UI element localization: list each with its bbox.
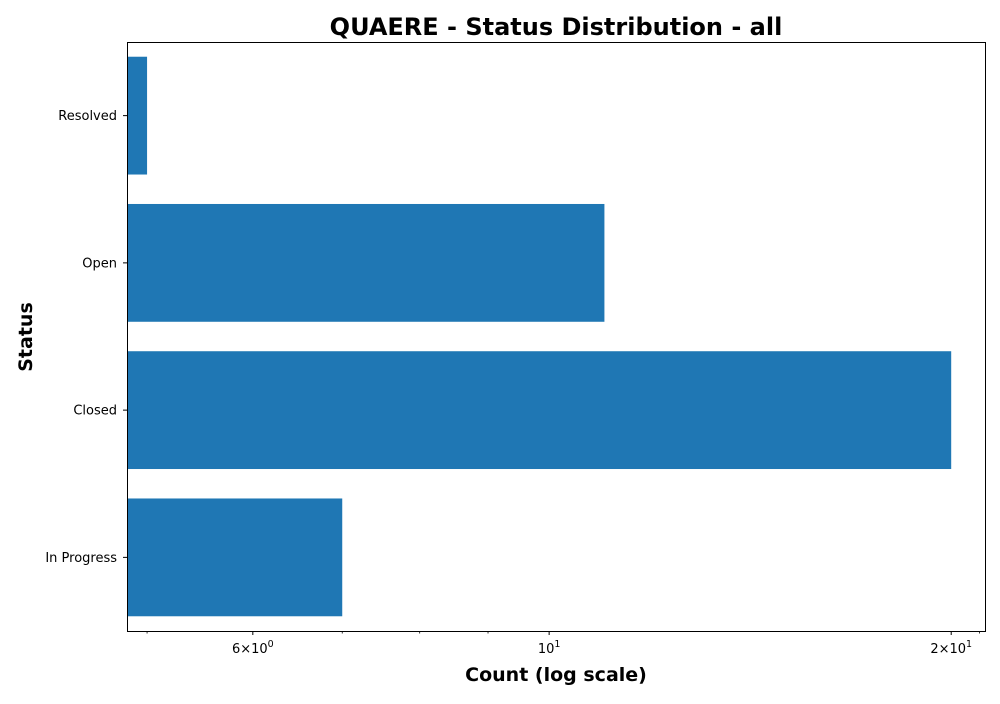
y-tick-label-in-progress: In Progress (45, 551, 117, 566)
x-tick-label-20: 2×101 (930, 639, 972, 657)
bars-layer (127, 56, 952, 617)
chart-title: QUAERE - Status Distribution - all (330, 13, 783, 41)
x-tick-label-10: 101 (538, 639, 561, 657)
bar-closed (127, 351, 952, 470)
bar-resolved (127, 56, 148, 175)
y-tick-label-resolved: Resolved (58, 109, 117, 124)
bar-in-progress (127, 498, 343, 617)
ticks-layer: In Progress Closed Open Resolved 6×100 101 2×1… (45, 109, 980, 657)
y-tick-label-open: Open (82, 256, 117, 271)
x-axis-label: Count (log scale) (465, 664, 647, 686)
plot-frame (127, 42, 986, 632)
y-tick-label-closed: Closed (73, 404, 117, 419)
x-tick-label-6: 6×100 (232, 639, 274, 657)
bar-open (127, 203, 605, 322)
y-axis-label: Status (15, 302, 37, 372)
